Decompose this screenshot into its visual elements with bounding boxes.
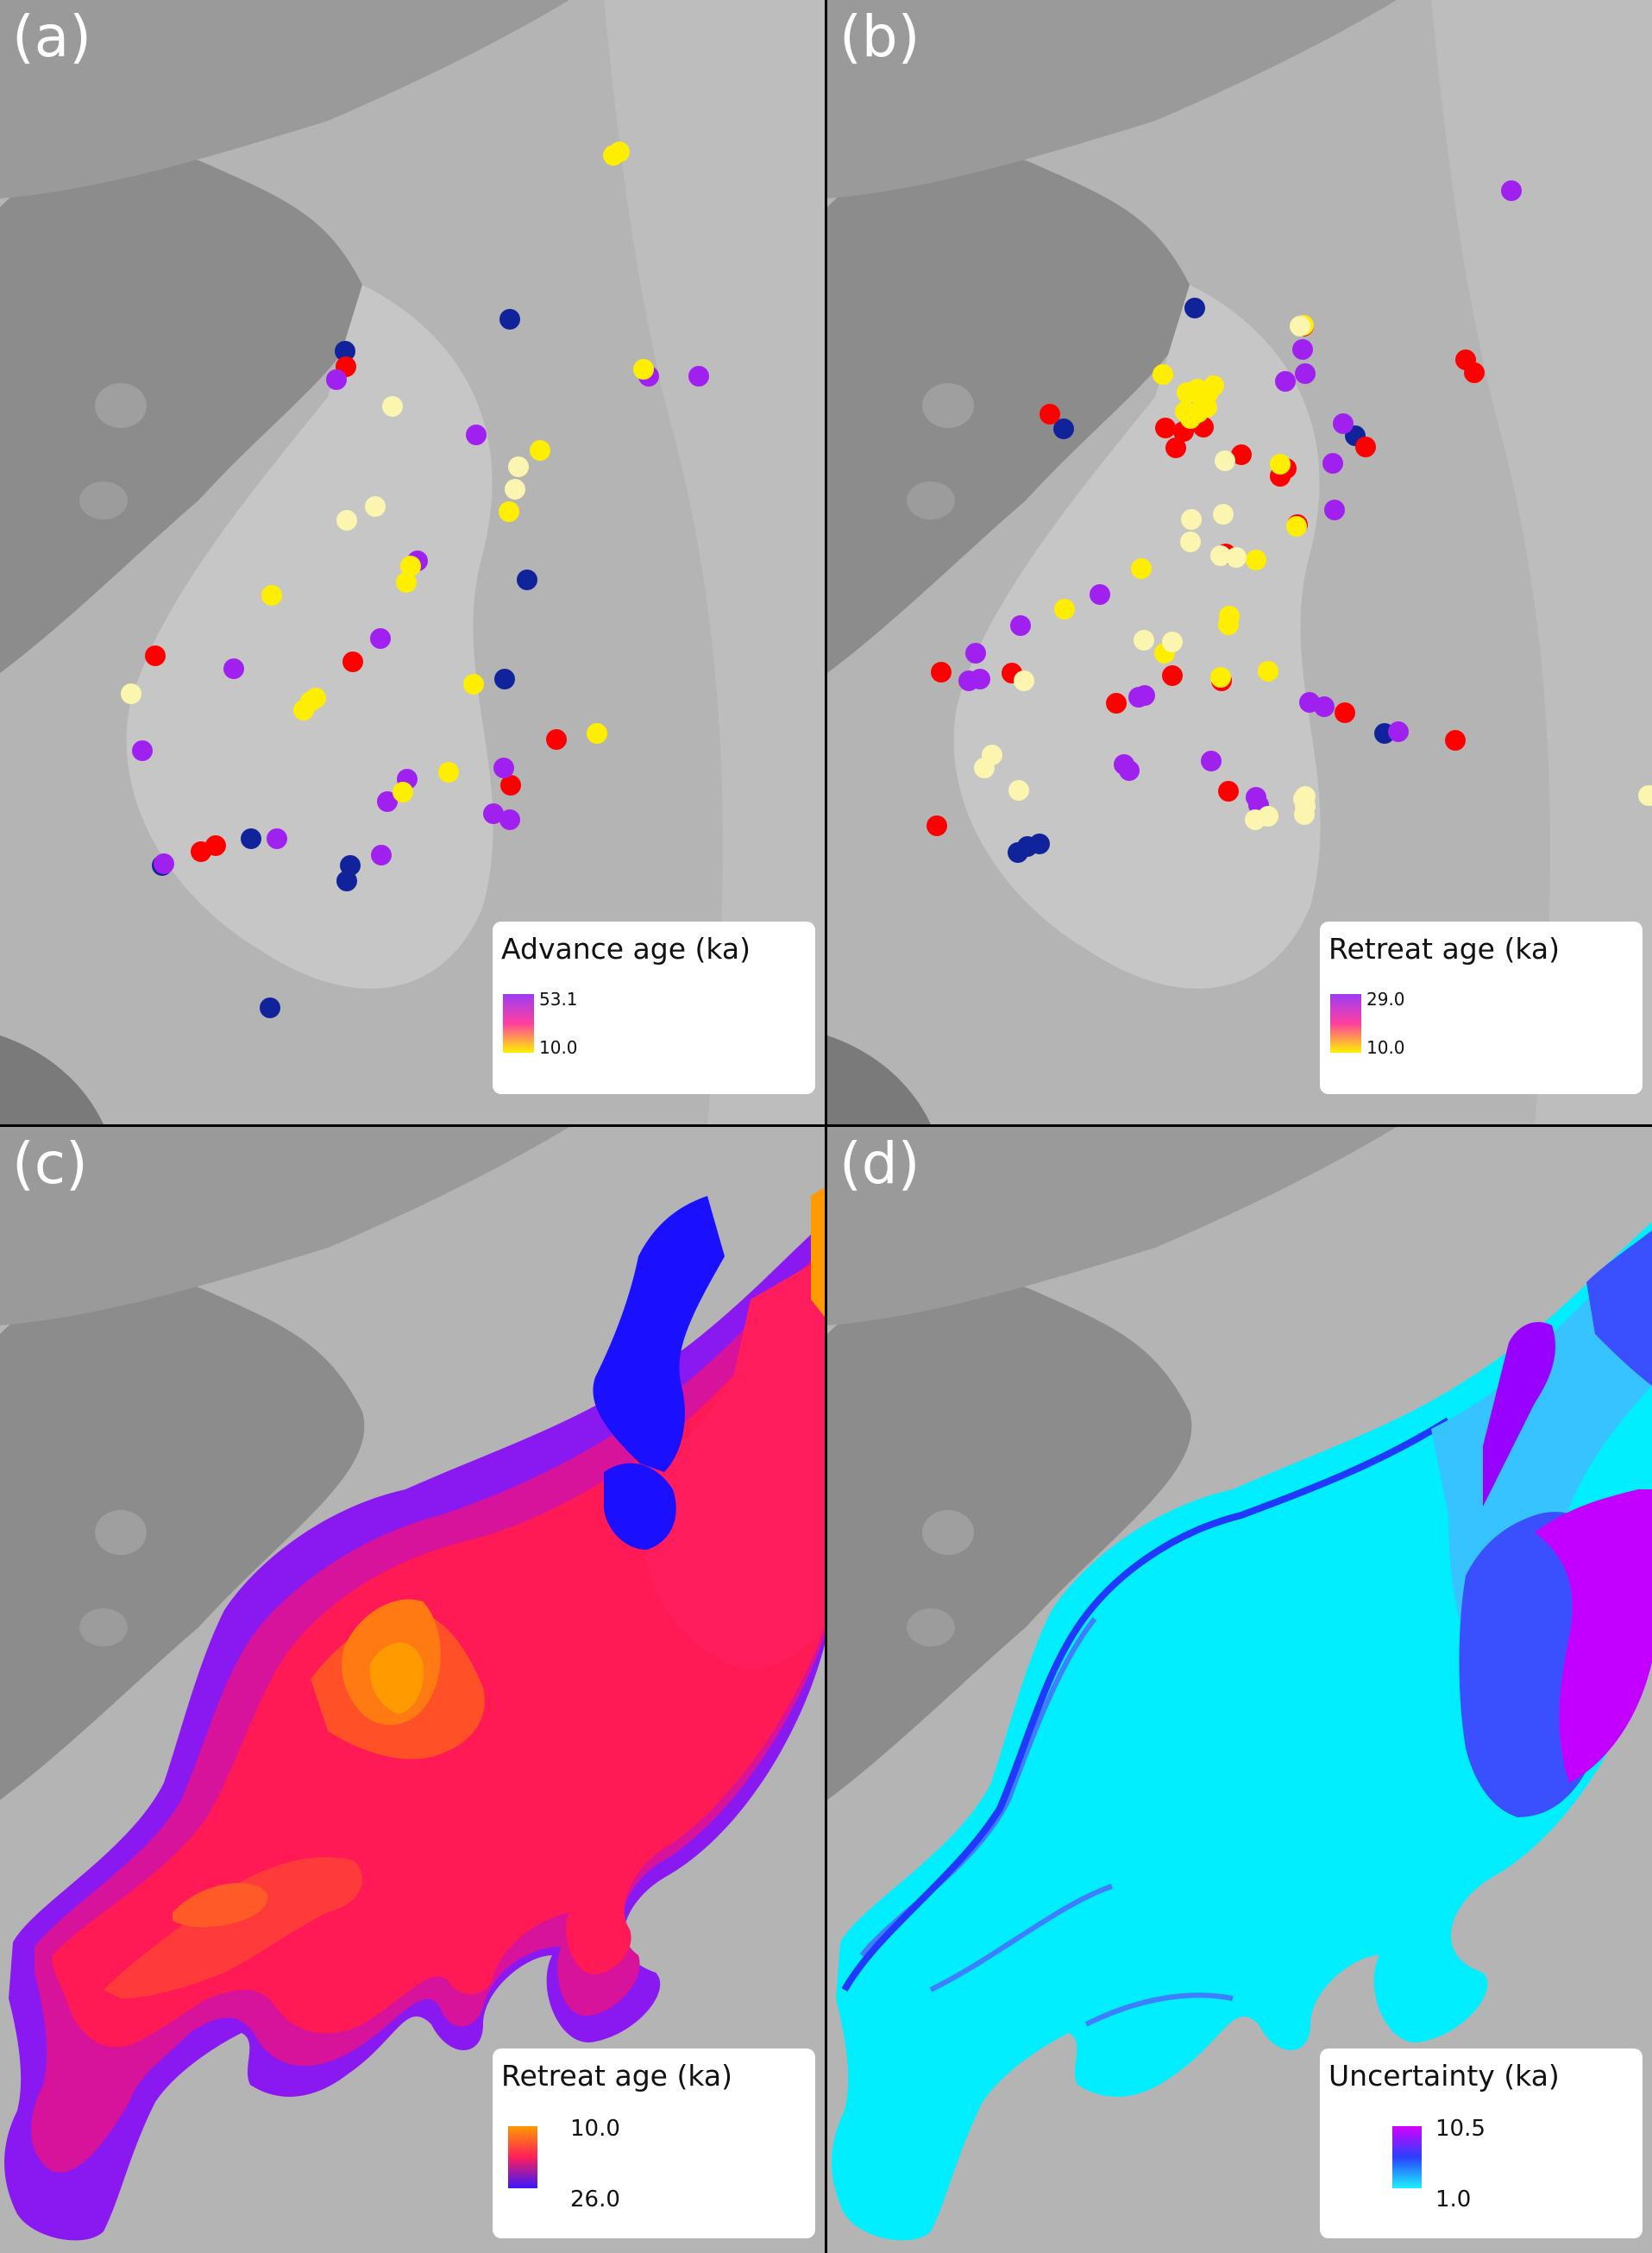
panel-d: (d) Uncertainty (ka) 10.5 1.0 xyxy=(827,1127,1652,2253)
panel-a: (a) Advance age (ka) 53.1 10.0 xyxy=(0,0,825,1124)
legend-title: Retreat age (ka) xyxy=(1329,932,1560,966)
panel-label: (a) xyxy=(12,3,91,70)
legend: Retreat age (ka) 29.0 10.0 xyxy=(1320,922,1643,1094)
retreat-age-surface xyxy=(4,1187,825,2241)
marker-purple xyxy=(132,366,709,874)
legend-max: 29.0 xyxy=(1366,989,1405,1010)
legend-bottom: 1.0 xyxy=(1435,2187,1472,2212)
marker-pale xyxy=(974,316,1652,830)
uncertainty-surface xyxy=(832,1222,1652,2241)
legend: Advance age (ka) 53.1 10.0 xyxy=(493,922,815,1094)
legend-colorbar xyxy=(1392,2126,1422,2188)
panel-b: (b) Retreat age (ka) 29.0 10.0 xyxy=(827,0,1652,1124)
legend-title: Advance age (ka) xyxy=(501,932,751,966)
legend-title: Retreat age (ka) xyxy=(501,2059,732,2093)
legend-min: 10.0 xyxy=(1366,1037,1405,1058)
panel-label: (b) xyxy=(839,3,920,70)
marker-red xyxy=(145,356,567,862)
legend-colorbar xyxy=(1330,994,1361,1053)
marker-yellow xyxy=(261,142,654,802)
marker-purple xyxy=(958,180,1522,815)
legend-bottom: 26.0 xyxy=(570,2187,620,2212)
legend: Retreat age (ka) 10.0 26.0 xyxy=(493,2048,815,2238)
legend-top: 10.5 xyxy=(1435,2116,1486,2142)
marker-pale xyxy=(121,396,529,704)
marker-yellow xyxy=(1054,315,1314,688)
legend-colorbar xyxy=(508,2126,537,2188)
legend-title: Uncertainty (ka) xyxy=(1329,2059,1560,2093)
legend-max: 53.1 xyxy=(539,989,578,1010)
panel-label: (d) xyxy=(839,1130,920,1197)
panel-label: (c) xyxy=(12,1130,88,1197)
relief-basemap xyxy=(0,0,825,1124)
sample-points-advance xyxy=(121,142,709,1018)
legend-min: 10.0 xyxy=(539,1037,578,1058)
sample-points-retreat xyxy=(927,180,1652,863)
panel-c: (c) Retreat age (ka) 10.0 26.0 xyxy=(0,1127,825,2253)
legend-top: 10.0 xyxy=(570,2116,620,2142)
legend-colorbar xyxy=(503,994,534,1053)
legend: Uncertainty (ka) 10.5 1.0 xyxy=(1320,2048,1643,2238)
